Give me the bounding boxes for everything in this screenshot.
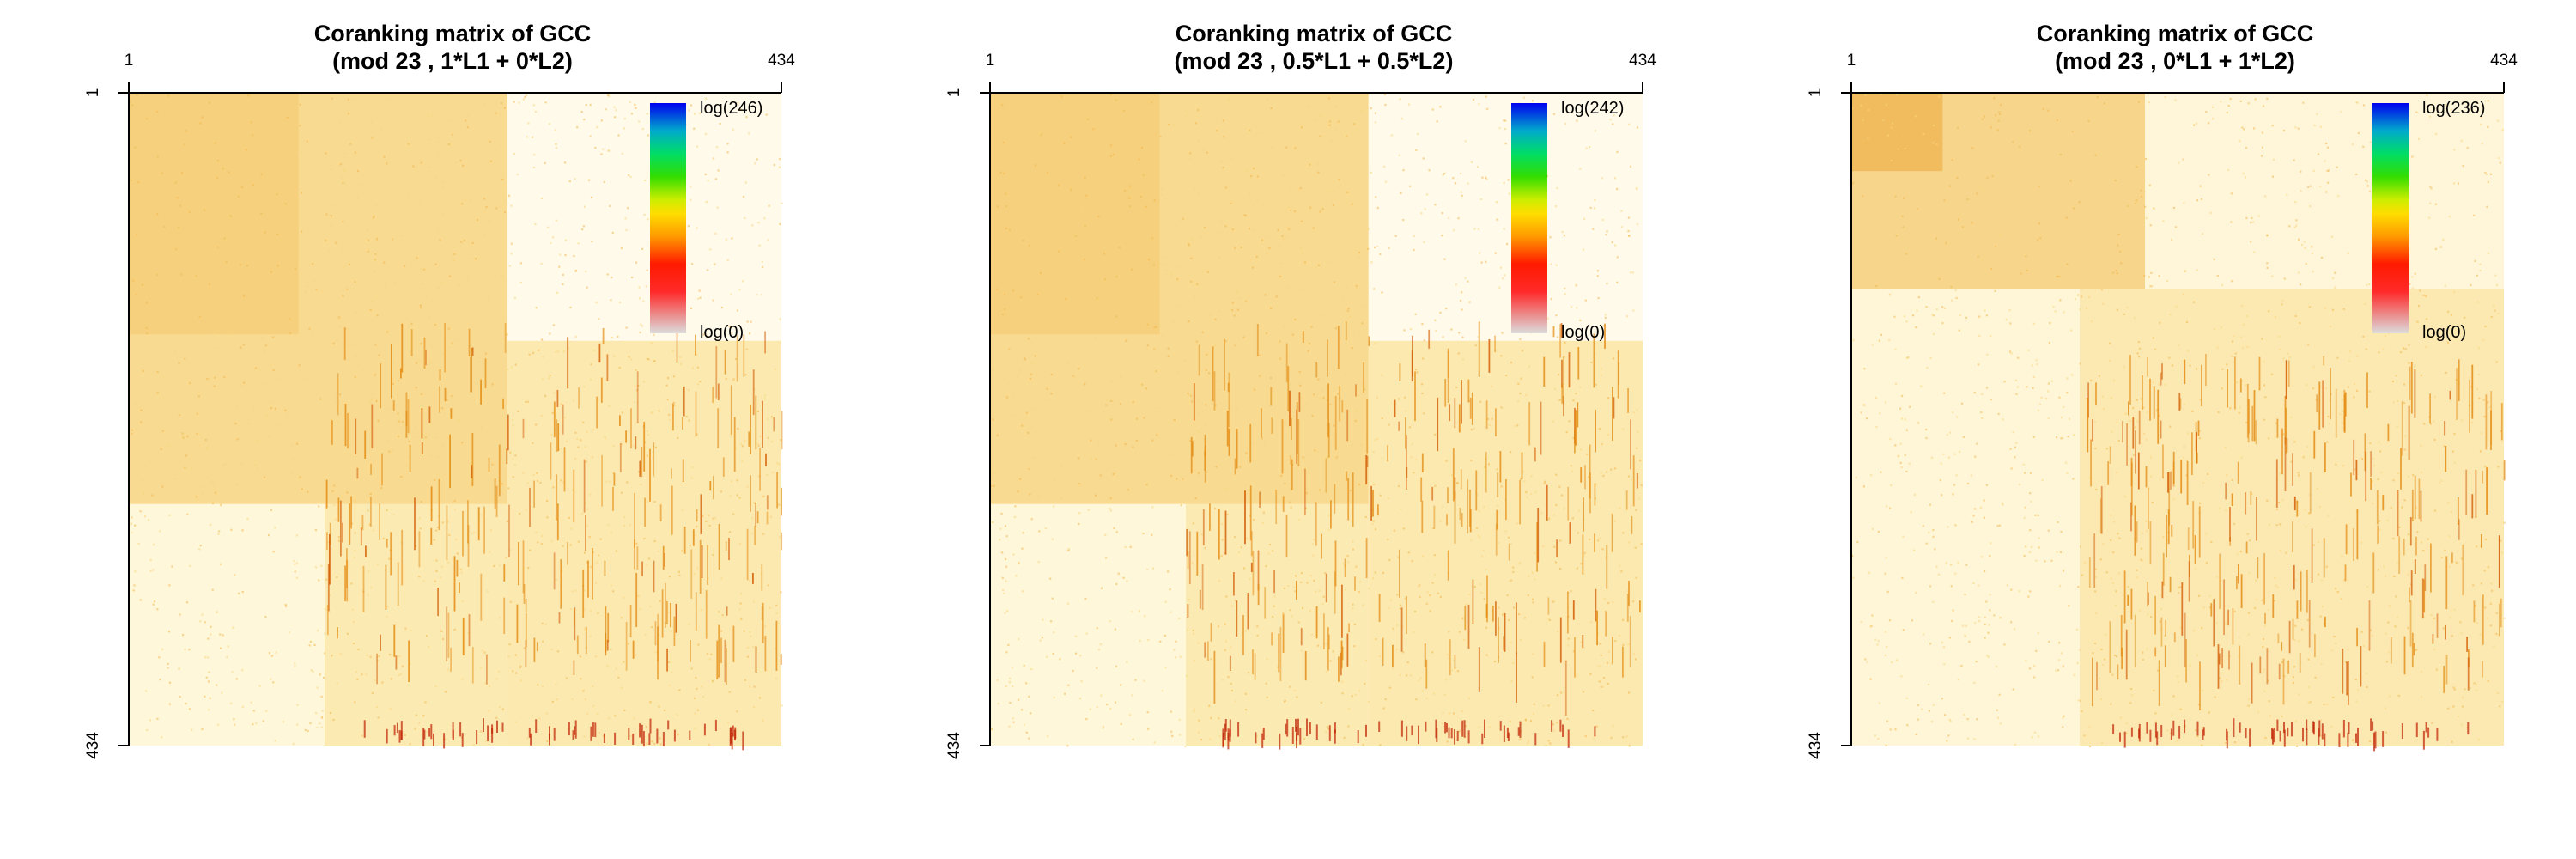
coranking-panel-1: Coranking matrix of GCC (mod 23 , 1*L1 +… bbox=[84, 21, 795, 759]
colorbar-max-label: log(242) bbox=[1561, 99, 1624, 118]
y-tick-1-label: 1 bbox=[84, 88, 102, 98]
colorbar-max-label: log(236) bbox=[2422, 99, 2485, 118]
colorbar bbox=[2372, 103, 2409, 333]
y-tick-1-label: 1 bbox=[1807, 88, 1825, 98]
x-tick-1-label: 1 bbox=[125, 52, 134, 70]
y-tick-1-label: 1 bbox=[945, 88, 963, 98]
colorbar-max-label: log(246) bbox=[700, 99, 762, 118]
coranking-panel-2: Coranking matrix of GCC (mod 23 , 0.5*L1… bbox=[945, 21, 1656, 759]
x-tick-434-label: 434 bbox=[2490, 52, 2518, 70]
colorbar bbox=[650, 103, 686, 333]
x-tick-1-label: 1 bbox=[1847, 52, 1856, 70]
chart-title-line1: Coranking matrix of GCC bbox=[314, 21, 592, 46]
colorbar-min-label: log(0) bbox=[1561, 323, 1605, 342]
y-tick-434-label: 434 bbox=[84, 732, 102, 759]
chart-title-line2: (mod 23 , 0.5*L1 + 0.5*L2) bbox=[1175, 48, 1454, 74]
y-tick-434-label: 434 bbox=[1807, 732, 1825, 759]
chart-title-line2: (mod 23 , 1*L1 + 0*L2) bbox=[332, 48, 573, 74]
colorbar bbox=[1511, 103, 1547, 333]
coranking-panel-3: Coranking matrix of GCC (mod 23 , 0*L1 +… bbox=[1807, 21, 2518, 759]
x-tick-434-label: 434 bbox=[1629, 52, 1656, 70]
colorbar-min-label: log(0) bbox=[2422, 323, 2466, 342]
colorbar-min-label: log(0) bbox=[700, 323, 744, 342]
x-tick-1-label: 1 bbox=[986, 52, 995, 70]
chart-title-line1: Coranking matrix of GCC bbox=[1176, 21, 1453, 46]
y-tick-434-label: 434 bbox=[945, 732, 963, 759]
x-tick-434-label: 434 bbox=[768, 52, 795, 70]
chart-title-line1: Coranking matrix of GCC bbox=[2037, 21, 2314, 46]
chart-title-line2: (mod 23 , 0*L1 + 1*L2) bbox=[2055, 48, 2295, 74]
